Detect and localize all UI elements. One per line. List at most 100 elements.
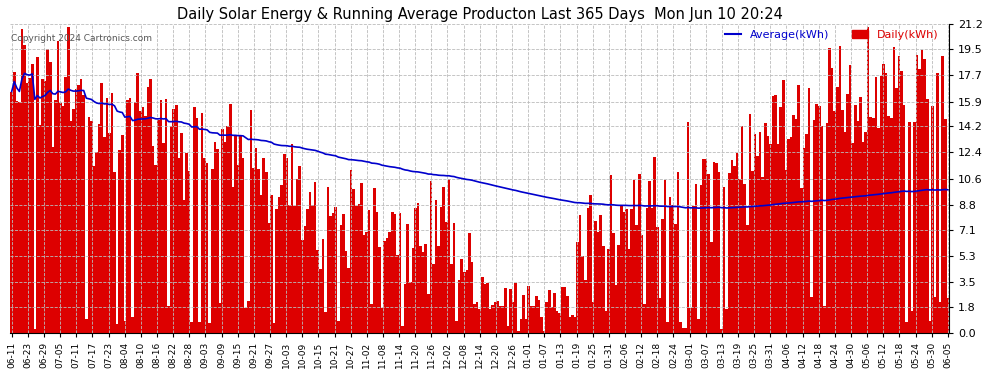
Bar	[151, 146, 154, 333]
Bar	[422, 252, 425, 333]
Bar	[900, 71, 903, 333]
Bar	[49, 63, 51, 333]
Bar	[494, 302, 497, 333]
Bar	[375, 212, 378, 333]
Bar	[74, 89, 77, 333]
Bar	[16, 101, 18, 333]
Bar	[157, 120, 159, 333]
Bar	[67, 27, 69, 333]
Bar	[650, 208, 653, 333]
Bar	[224, 142, 227, 333]
Bar	[317, 250, 319, 333]
Bar	[304, 226, 306, 333]
Bar	[661, 219, 663, 333]
Bar	[69, 122, 72, 333]
Bar	[473, 304, 476, 333]
Bar	[26, 83, 29, 333]
Bar	[713, 162, 715, 333]
Bar	[447, 179, 450, 333]
Bar	[443, 187, 446, 333]
Bar	[890, 118, 893, 333]
Bar	[275, 209, 278, 333]
Bar	[823, 306, 826, 333]
Bar	[254, 148, 257, 333]
Bar	[937, 73, 939, 333]
Bar	[558, 312, 560, 333]
Bar	[298, 166, 301, 333]
Bar	[267, 223, 270, 333]
Bar	[520, 320, 522, 333]
Bar	[612, 233, 615, 333]
Bar	[272, 324, 275, 333]
Bar	[748, 114, 751, 333]
Bar	[340, 225, 343, 333]
Bar	[721, 329, 723, 333]
Bar	[465, 270, 468, 333]
Bar	[831, 68, 834, 333]
Bar	[252, 168, 254, 333]
Bar	[880, 76, 882, 333]
Bar	[586, 208, 589, 333]
Bar	[573, 317, 576, 333]
Bar	[787, 139, 790, 333]
Bar	[790, 137, 792, 333]
Bar	[103, 137, 106, 333]
Bar	[761, 177, 764, 333]
Bar	[826, 123, 829, 333]
Bar	[566, 296, 568, 333]
Bar	[504, 288, 507, 333]
Bar	[198, 322, 201, 333]
Bar	[352, 189, 355, 333]
Bar	[484, 284, 486, 333]
Bar	[222, 129, 224, 333]
Bar	[939, 302, 941, 333]
Bar	[726, 309, 728, 333]
Bar	[229, 104, 232, 333]
Bar	[777, 144, 779, 333]
Bar	[360, 183, 362, 333]
Bar	[507, 326, 509, 333]
Bar	[708, 174, 710, 333]
Bar	[345, 251, 347, 333]
Bar	[425, 243, 427, 333]
Bar	[718, 172, 721, 333]
Bar	[625, 209, 628, 333]
Bar	[697, 319, 700, 333]
Bar	[370, 304, 373, 333]
Bar	[61, 106, 64, 333]
Bar	[728, 173, 731, 333]
Bar	[211, 169, 214, 333]
Bar	[856, 121, 859, 333]
Bar	[108, 133, 111, 333]
Bar	[139, 111, 142, 333]
Bar	[373, 188, 375, 333]
Bar	[283, 154, 285, 333]
Bar	[610, 176, 612, 333]
Bar	[553, 293, 555, 333]
Bar	[499, 306, 502, 333]
Bar	[232, 188, 235, 333]
Bar	[132, 316, 134, 333]
Bar	[560, 287, 563, 333]
Bar	[162, 142, 164, 333]
Bar	[489, 309, 491, 333]
Bar	[190, 322, 193, 333]
Bar	[764, 123, 766, 333]
Bar	[249, 110, 252, 333]
Bar	[545, 302, 547, 333]
Bar	[412, 248, 414, 333]
Bar	[934, 297, 937, 333]
Bar	[723, 187, 726, 333]
Bar	[349, 170, 352, 333]
Bar	[124, 321, 126, 333]
Bar	[39, 125, 42, 333]
Bar	[311, 206, 314, 333]
Bar	[517, 331, 520, 333]
Bar	[538, 300, 541, 333]
Bar	[291, 144, 293, 333]
Bar	[460, 258, 463, 333]
Bar	[106, 98, 108, 333]
Bar	[440, 207, 443, 333]
Bar	[929, 321, 932, 333]
Bar	[54, 100, 56, 333]
